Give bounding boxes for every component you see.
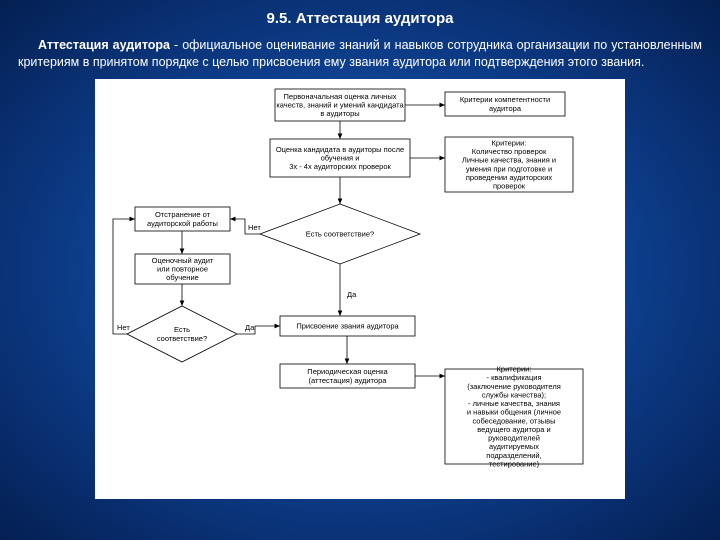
svg-text:3х - 4х аудиторских проверок: 3х - 4х аудиторских проверок: [289, 162, 391, 171]
svg-text:аудиторской работы: аудиторской работы: [147, 219, 218, 228]
slide-title: 9.5. Аттестация аудитора: [0, 0, 720, 27]
edge-label-7: Нет: [117, 323, 130, 332]
edge-label-8: Да: [245, 323, 255, 332]
edge-8: [237, 326, 280, 334]
svg-text:тестирование): тестирование): [489, 459, 540, 468]
slide-root: 9.5. Аттестация аудитора Аттестация ауди…: [0, 0, 720, 540]
paragraph-bold: Аттестация аудитора: [38, 38, 170, 52]
edge-label-4: Нет: [248, 223, 261, 232]
svg-text:Присвоение звания аудитора: Присвоение звания аудитора: [296, 321, 399, 330]
svg-text:обучение: обучение: [166, 273, 199, 282]
flowchart-container: Первоначальная оценка личныхкачеств, зна…: [95, 79, 625, 499]
slide-paragraph: Аттестация аудитора - официальное оценив…: [0, 27, 720, 79]
svg-text:в аудиторы: в аудиторы: [320, 109, 359, 118]
svg-text:(аттестация) аудитора: (аттестация) аудитора: [309, 376, 388, 385]
svg-text:соответствие?: соответствие?: [157, 334, 207, 343]
svg-text:проверок: проверок: [493, 181, 526, 190]
edge-7: [113, 219, 135, 334]
svg-text:аудитора: аудитора: [489, 104, 522, 113]
svg-text:Есть соответствие?: Есть соответствие?: [306, 229, 374, 238]
flowchart-svg: Первоначальная оценка личныхкачеств, зна…: [95, 79, 625, 499]
edge-label-9: Да: [347, 290, 357, 299]
